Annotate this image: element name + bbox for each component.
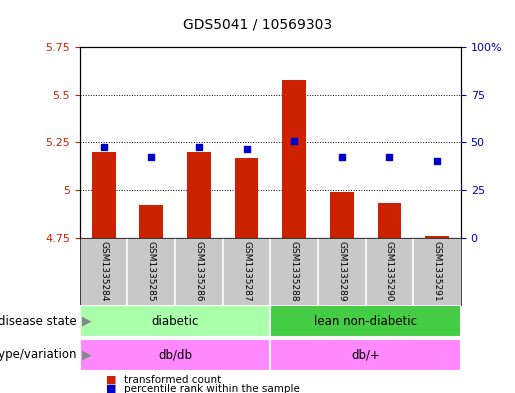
Point	[385, 154, 393, 160]
Bar	[425, 236, 449, 238]
Text: genotype/variation: genotype/variation	[0, 348, 77, 361]
Text: ■: ■	[106, 384, 116, 393]
Text: GDS5041 / 10569303: GDS5041 / 10569303	[183, 18, 332, 32]
Text: GSM1335289: GSM1335289	[337, 241, 346, 301]
Point	[433, 158, 441, 164]
Point	[99, 144, 108, 151]
Text: GSM1335284: GSM1335284	[99, 241, 108, 301]
Text: GSM1335288: GSM1335288	[290, 241, 299, 301]
Text: transformed count: transformed count	[124, 375, 221, 385]
Text: diabetic: diabetic	[151, 315, 199, 328]
Text: GSM1335287: GSM1335287	[242, 241, 251, 301]
Text: db/db: db/db	[158, 348, 192, 361]
Bar	[330, 192, 354, 238]
Text: lean non-diabetic: lean non-diabetic	[314, 315, 417, 328]
Text: percentile rank within the sample: percentile rank within the sample	[124, 384, 300, 393]
Bar	[80, 339, 270, 371]
Text: db/+: db/+	[351, 348, 380, 361]
Bar	[80, 305, 270, 337]
Text: GSM1335285: GSM1335285	[147, 241, 156, 301]
Bar	[140, 206, 163, 238]
Bar	[92, 152, 115, 238]
Bar	[282, 79, 306, 238]
Text: ▶: ▶	[82, 348, 92, 361]
Text: GSM1335290: GSM1335290	[385, 241, 394, 301]
Text: disease state: disease state	[0, 315, 77, 328]
Bar	[187, 152, 211, 238]
Point	[338, 154, 346, 160]
Bar	[270, 305, 461, 337]
Point	[290, 138, 298, 144]
Text: GSM1335291: GSM1335291	[433, 241, 441, 301]
Point	[195, 144, 203, 151]
Bar	[235, 158, 259, 238]
Bar	[270, 339, 461, 371]
Text: GSM1335286: GSM1335286	[195, 241, 203, 301]
Point	[147, 154, 156, 160]
Text: ■: ■	[106, 375, 116, 385]
Text: ▶: ▶	[82, 315, 92, 328]
Point	[243, 146, 251, 152]
Bar	[377, 204, 401, 238]
